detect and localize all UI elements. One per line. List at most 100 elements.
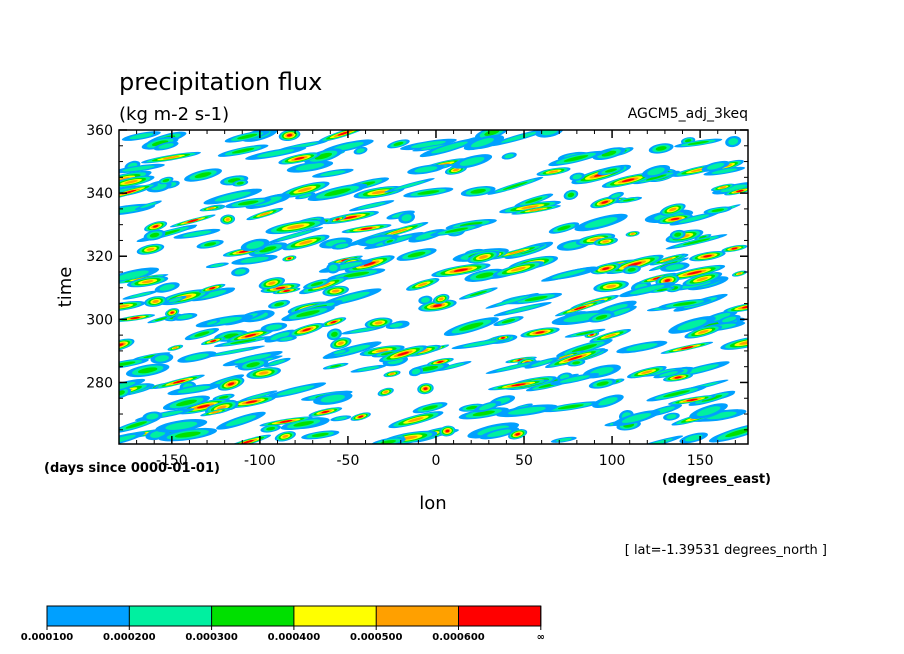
precip-cell <box>508 406 546 415</box>
precip-cell <box>383 390 389 394</box>
precip-cell <box>390 228 408 234</box>
precip-cell <box>699 235 707 239</box>
precip-cell <box>375 349 389 353</box>
precip-cell <box>149 232 160 238</box>
precip-cell <box>206 320 218 325</box>
precip-cell <box>173 346 178 349</box>
precip-cell <box>214 191 251 202</box>
precip-cell <box>119 343 124 347</box>
precip-cell <box>187 219 199 223</box>
precip-cell <box>674 232 682 237</box>
precip-cell <box>282 434 289 438</box>
precip-cell <box>210 339 217 343</box>
precip-cell <box>477 425 510 436</box>
precip-cell <box>237 133 258 140</box>
precip-cell <box>525 197 543 204</box>
precip-cell <box>119 205 145 214</box>
y-tick-label: 360 <box>86 123 113 139</box>
precip-cell <box>555 437 572 442</box>
precip-cell <box>432 304 443 308</box>
precip-cell <box>342 215 358 220</box>
colorbar-swatch <box>293 606 377 626</box>
precip-cell <box>207 207 215 210</box>
precip-cell <box>438 297 444 301</box>
precip-cell <box>129 292 152 298</box>
colorbar-swatch <box>47 606 130 626</box>
precip-cell <box>225 415 257 427</box>
colorbar-swatch <box>129 606 212 626</box>
precip-cell <box>240 256 269 263</box>
precip-cell <box>159 284 175 291</box>
precip-cell <box>258 371 269 375</box>
precip-cell <box>343 271 370 278</box>
precip-cell <box>602 267 610 270</box>
precip-cell <box>735 189 744 193</box>
precip-cell <box>598 397 618 406</box>
precip-cell <box>563 155 589 162</box>
precip-cell <box>328 264 338 272</box>
precip-cell <box>703 254 712 258</box>
precip-cell <box>349 327 377 333</box>
precip-cell <box>259 212 271 216</box>
precip-cell <box>622 198 635 202</box>
precip-cell <box>524 295 548 302</box>
precip-cell <box>627 262 642 267</box>
precip-cell <box>242 439 254 444</box>
precip-cell <box>329 364 342 368</box>
precip-cell <box>316 282 331 288</box>
precip-cell <box>302 328 311 332</box>
precip-cell <box>194 331 210 337</box>
precip-cell <box>646 174 667 181</box>
precip-cell <box>420 365 439 371</box>
precip-cell <box>410 140 446 148</box>
precip-cell <box>571 344 597 353</box>
precip-cell <box>210 263 225 268</box>
precip-cell <box>684 434 703 442</box>
precip-cell <box>274 302 284 307</box>
precip-cell <box>496 363 531 372</box>
precip-cell <box>173 379 186 384</box>
precip-cell <box>138 367 158 374</box>
precip-cell <box>604 333 617 338</box>
precip-cell <box>331 331 338 337</box>
precip-cell <box>701 394 723 402</box>
precip-cell <box>487 429 512 438</box>
precip-cell <box>268 281 276 285</box>
precip-cell <box>641 370 653 374</box>
precip-cell <box>237 200 259 206</box>
precip-cell <box>484 130 500 136</box>
precip-cell <box>231 147 255 154</box>
precip-cell <box>668 207 677 212</box>
precip-cell <box>122 165 155 172</box>
x-tick-label: -150 <box>156 453 188 469</box>
precip-cell <box>236 181 244 185</box>
precip-cell <box>268 359 286 366</box>
precip-cell <box>174 431 201 438</box>
precip-cell <box>535 331 545 334</box>
precip-cell <box>521 205 539 209</box>
precip-cell <box>158 143 174 149</box>
precip-cell <box>696 406 721 417</box>
colorbar-swatch <box>458 606 541 626</box>
precip-cell <box>194 172 212 179</box>
precip-cell <box>731 247 738 250</box>
precip-cell <box>720 184 748 193</box>
precip-cell <box>320 170 346 177</box>
chart-title: precipitation flux <box>119 68 322 96</box>
precip-cell <box>563 313 602 323</box>
precip-cell <box>230 339 257 344</box>
precip-cell <box>331 289 340 293</box>
precip-cell <box>321 410 330 414</box>
precip-cell <box>335 218 340 221</box>
precip-cell <box>334 416 348 421</box>
precip-cell <box>728 138 739 145</box>
precip-cell <box>508 249 525 255</box>
precip-cell <box>314 152 332 160</box>
precip-cell <box>630 232 635 235</box>
precip-cell <box>470 137 495 148</box>
precip-cell <box>324 188 351 197</box>
precip-cell <box>204 242 217 247</box>
precip-cell <box>374 321 383 325</box>
precip-cell <box>677 319 707 331</box>
precip-cell <box>417 190 440 195</box>
